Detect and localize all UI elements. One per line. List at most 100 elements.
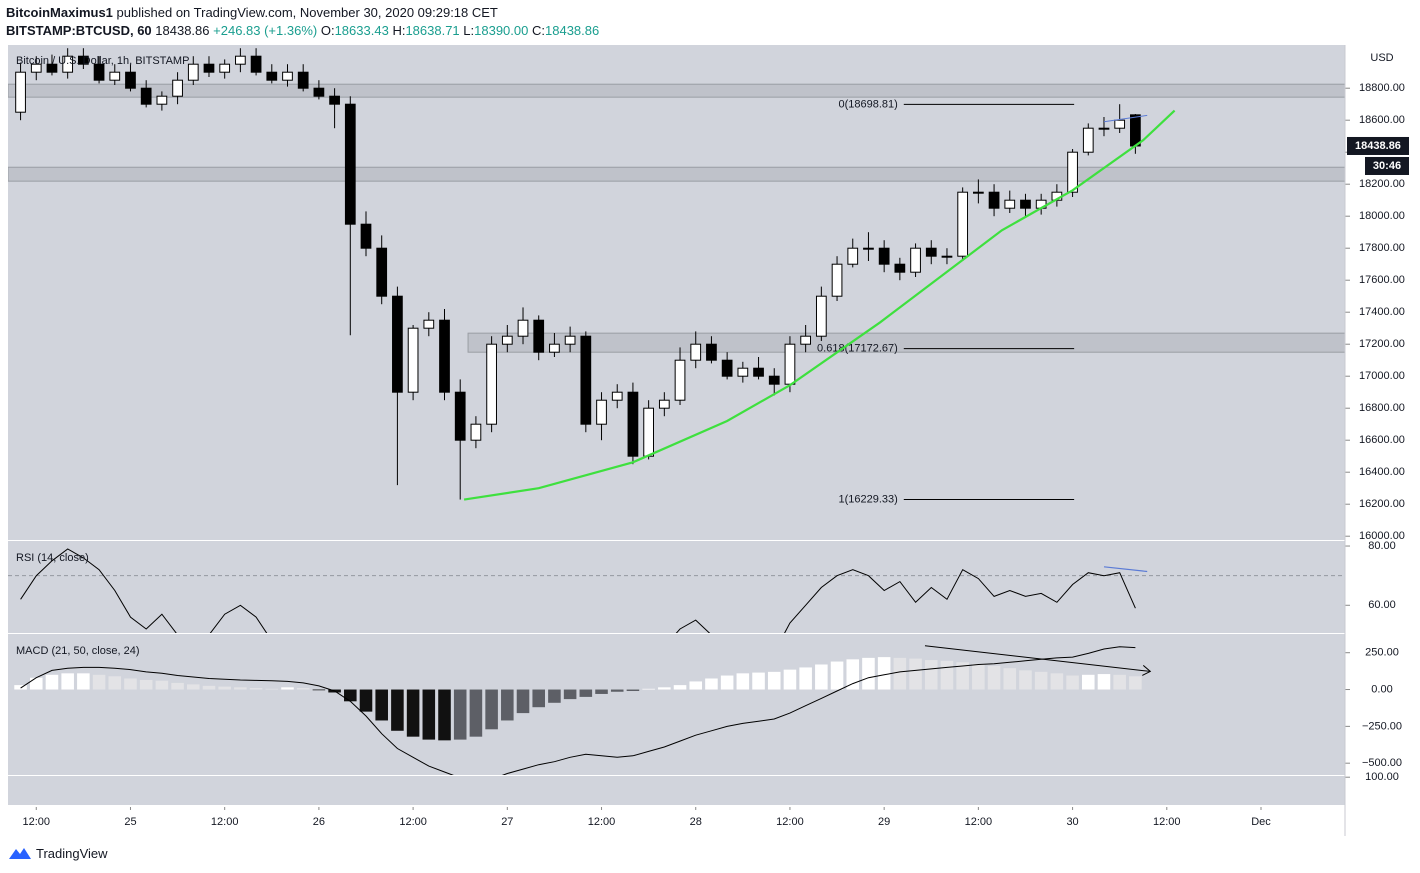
histogram-bar xyxy=(689,681,703,690)
histogram-bar xyxy=(108,676,122,690)
candle-body xyxy=(501,335,513,345)
histogram-bar xyxy=(359,689,373,712)
histogram-bar xyxy=(1034,671,1048,690)
candle-body xyxy=(674,359,686,401)
l-label: L: xyxy=(463,23,475,38)
panel xyxy=(14,645,1152,776)
x-tick-label: 12:00 xyxy=(22,816,50,828)
y-tick-label: 17800.00 xyxy=(1359,242,1405,254)
histogram-bar xyxy=(485,689,498,730)
histogram-bar xyxy=(626,689,640,692)
x-tick-label: 12:00 xyxy=(965,816,993,828)
panel-title: Bitcoin / U.S. Dollar, 1h, BITSTAMP xyxy=(16,55,189,67)
candle-body xyxy=(517,319,529,337)
published: published on TradingView.com, November 3… xyxy=(116,5,498,20)
panel-bg xyxy=(8,634,1345,776)
histogram-bar xyxy=(14,685,27,690)
histogram-bar xyxy=(563,689,577,700)
chart: 0(18698.81) 0.618(17172.67) 1(16229.33) 160… xyxy=(8,45,1420,837)
candle-body xyxy=(878,247,890,265)
candle-body xyxy=(863,247,874,250)
histogram-bar xyxy=(406,689,420,737)
histogram-bar xyxy=(171,682,184,690)
x-tick-label: 26 xyxy=(313,816,325,828)
histogram-bar xyxy=(1081,674,1095,690)
candle-body xyxy=(423,319,435,329)
c-value: 18438.86 xyxy=(545,23,600,38)
candle-body xyxy=(815,295,827,337)
candle-body xyxy=(957,191,969,257)
panel-title: MACD (21, 50, close, 24) xyxy=(16,645,140,657)
candle-body xyxy=(643,407,654,457)
histogram-bar xyxy=(940,660,954,690)
candle-body xyxy=(219,63,231,73)
curve xyxy=(463,109,1176,501)
y-tick-label: 16200.00 xyxy=(1359,498,1405,510)
candle-body xyxy=(1082,127,1094,153)
divergence-line xyxy=(1103,566,1148,573)
y-tick-label: 80.00 xyxy=(1368,540,1396,552)
zone xyxy=(8,166,1345,182)
time-axis-bg xyxy=(8,806,1345,836)
y-tick-label: 18800.00 xyxy=(1359,82,1405,94)
histogram-bar xyxy=(783,669,797,690)
y-tick-label: 0.00 xyxy=(1371,683,1392,695)
histogram-bar xyxy=(877,657,891,690)
candle-body xyxy=(266,71,278,81)
candle-body xyxy=(156,95,168,105)
candle-body xyxy=(93,63,105,81)
candle-body xyxy=(486,343,497,425)
histogram-bar xyxy=(830,661,844,690)
histogram-bar xyxy=(265,688,279,690)
panel: 0(18698.81) 0.618(17172.67) 1(16229.33) xyxy=(8,48,1345,505)
histogram-bar xyxy=(234,687,247,690)
candle-body xyxy=(988,191,1000,209)
candle-body xyxy=(109,71,121,81)
fib-label: 0(18698.81) xyxy=(838,98,897,110)
histogram-bar xyxy=(720,675,734,690)
candle-body xyxy=(564,335,576,345)
zone xyxy=(8,83,1345,98)
h-value: 18638.71 xyxy=(405,23,460,38)
histogram-bar xyxy=(45,674,59,690)
x-tick-label: 12:00 xyxy=(211,816,239,828)
candle-body xyxy=(690,343,702,361)
fib-label: 1(16229.33) xyxy=(838,493,897,505)
histogram-bar xyxy=(972,663,985,690)
price-axis-bg xyxy=(1345,45,1420,837)
candle-body xyxy=(706,343,717,361)
o-value: 18633.43 xyxy=(334,23,389,38)
panel xyxy=(8,548,1345,634)
candle-body xyxy=(941,255,953,258)
histogram-bar xyxy=(469,689,483,737)
x-tick-label: 27 xyxy=(501,816,513,828)
o-label: O: xyxy=(320,23,335,38)
candle-body xyxy=(549,343,560,353)
header: BitcoinMaximus1 published on TradingView… xyxy=(6,4,599,40)
candle-body xyxy=(784,343,796,385)
candle-body xyxy=(768,375,780,385)
histogram-bar xyxy=(736,673,750,690)
histogram-bar xyxy=(799,667,812,690)
y-tick-label: 16600.00 xyxy=(1359,434,1405,446)
y-tick-label: 250.00 xyxy=(1365,647,1399,659)
candle-body xyxy=(800,335,812,345)
y-tick-label: 16800.00 xyxy=(1359,402,1405,414)
histogram-bar xyxy=(124,678,137,690)
last-price-box xyxy=(1347,136,1409,155)
candle-body xyxy=(910,247,921,273)
header-line-1: BitcoinMaximus1 published on TradingView… xyxy=(6,4,599,22)
histogram-bar xyxy=(202,685,216,690)
candle-body xyxy=(737,367,749,377)
histogram-bar xyxy=(924,660,938,690)
candle-body xyxy=(62,55,74,73)
y-tick-label: 18000.00 xyxy=(1359,210,1405,222)
histogram-bar xyxy=(77,673,90,690)
candle-body xyxy=(187,63,199,81)
arrow-head xyxy=(1142,665,1152,676)
y-tick-label: 18200.00 xyxy=(1359,178,1405,190)
candle-body xyxy=(1098,127,1110,130)
histogram-bar xyxy=(29,677,43,690)
histogram-bar xyxy=(92,674,106,690)
